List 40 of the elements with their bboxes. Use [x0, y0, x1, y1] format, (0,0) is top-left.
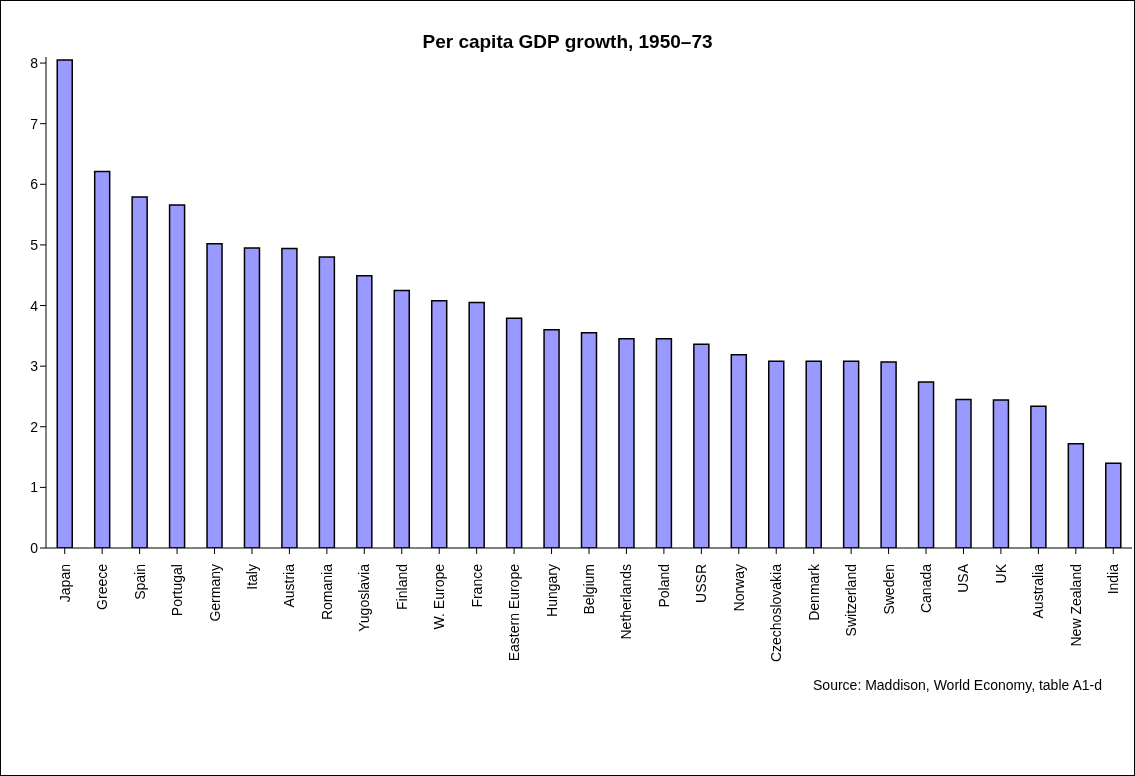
y-tick-label: 6 — [30, 176, 39, 193]
x-tick-label: Germany — [206, 564, 223, 622]
x-tick-label: Yugoslavia — [356, 563, 373, 632]
y-tick-label: 0 — [30, 539, 39, 556]
y-tick-label: 3 — [30, 358, 39, 375]
y-tick-label: 5 — [30, 236, 39, 253]
x-tick-label: Poland — [655, 564, 672, 608]
x-tick-label: Portugal — [169, 564, 186, 617]
x-tick-label: Eastern Europe — [506, 563, 523, 662]
x-tick-label: Greece — [94, 563, 111, 610]
x-tick-label: Sweden — [880, 564, 897, 615]
x-tick-label: New Zealand — [1067, 564, 1084, 647]
x-tick-label: USA — [955, 563, 972, 593]
x-tick-label: Austria — [281, 563, 298, 608]
x-tick-label: Italy — [243, 564, 260, 590]
y-tick-label: 1 — [30, 479, 39, 496]
y-tick-label: 4 — [30, 297, 39, 314]
x-tick-label: Norway — [730, 564, 747, 612]
x-tick-label: USSR — [693, 564, 710, 603]
x-tick-label: W. Europe — [431, 563, 448, 630]
x-tick-label: Netherlands — [618, 564, 635, 640]
source-note: Source: Maddison, World Economy, table A1-d — [813, 677, 1102, 693]
x-tick-label: Hungary — [543, 564, 560, 617]
y-tick-label: 7 — [30, 115, 39, 132]
x-tick-label: India — [1105, 563, 1122, 595]
x-tick-label: Finland — [393, 564, 410, 610]
x-tick-label: Canada — [918, 563, 935, 614]
x-tick-label: Belgium — [581, 564, 597, 615]
x-tick-label: France — [468, 563, 485, 608]
x-tick-label: Japan — [56, 564, 73, 603]
x-tick-label: Romania — [318, 563, 335, 621]
chart-title: Per capita GDP growth, 1950–73 — [421, 31, 714, 53]
y-tick-label: 8 — [30, 55, 39, 72]
x-tick-label: Spain — [131, 564, 148, 600]
x-tick-label: Czechoslovakia — [768, 563, 785, 663]
y-tick-label: 2 — [30, 418, 39, 435]
x-tick-label: Australia — [1030, 563, 1047, 619]
x-tick-label: UK — [992, 563, 1009, 584]
x-tick-label: Denmark — [805, 563, 822, 621]
x-tick-label: Switzerland — [843, 564, 860, 637]
